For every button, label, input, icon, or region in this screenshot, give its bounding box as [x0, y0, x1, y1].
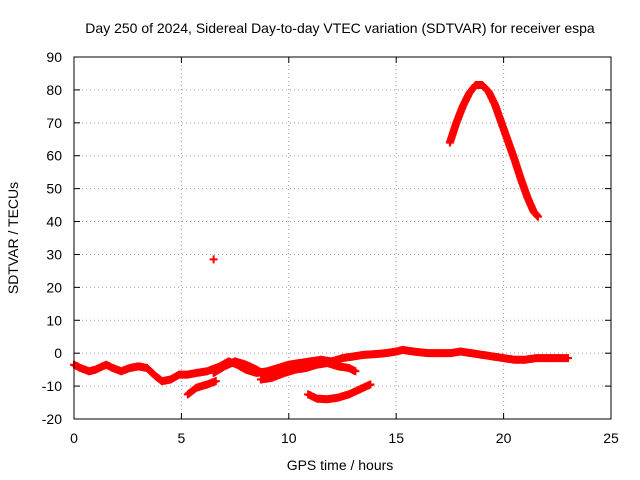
- tick-labels: 0 5 10 15 20 25 -20 -10 0 10 20 30 40 50 60 70 80 90: [42, 49, 619, 446]
- y-tick-label: 40: [46, 214, 62, 230]
- x-tick-label: 0: [70, 430, 78, 446]
- x-axis-label: GPS time / hours: [287, 457, 394, 473]
- plot-frame: [73, 56, 612, 420]
- data-point: [209, 255, 218, 264]
- data-point: [366, 380, 375, 389]
- series-peak-arc: [445, 80, 542, 221]
- y-tick-label: 50: [46, 181, 62, 197]
- data-point: [211, 377, 220, 386]
- x-tick-label: 20: [496, 430, 512, 446]
- series-wave-b: [256, 359, 360, 384]
- series-dip-segment: [183, 377, 220, 399]
- data-point: [564, 354, 573, 363]
- series-wave-a: [209, 357, 272, 381]
- y-tick-label: 70: [46, 115, 62, 131]
- x-tick-label: 10: [281, 430, 297, 446]
- y-tick-label: 80: [46, 82, 62, 98]
- y-tick-label: 10: [46, 312, 62, 328]
- y-tick-label: 90: [46, 49, 62, 65]
- data-points: [70, 80, 573, 404]
- y-tick-label: -10: [42, 378, 62, 394]
- x-tick-label: 25: [603, 430, 619, 446]
- data-point: [351, 367, 360, 376]
- y-tick-label: 20: [46, 279, 62, 295]
- series-low-segment: [304, 380, 375, 404]
- series-isolated-point: [209, 255, 218, 264]
- chart-title: Day 250 of 2024, Sidereal Day-to-day VTE…: [85, 20, 595, 36]
- y-tick-label: -20: [42, 411, 62, 427]
- y-tick-label: 60: [46, 148, 62, 164]
- x-tick-label: 5: [178, 430, 186, 446]
- y-tick-label: 30: [46, 246, 62, 262]
- data-point: [533, 212, 542, 221]
- x-tick-label: 15: [388, 430, 404, 446]
- y-axis-label: SDTVAR / TECUs: [5, 182, 21, 294]
- grid: [73, 56, 612, 420]
- y-tick-label: 0: [54, 345, 62, 361]
